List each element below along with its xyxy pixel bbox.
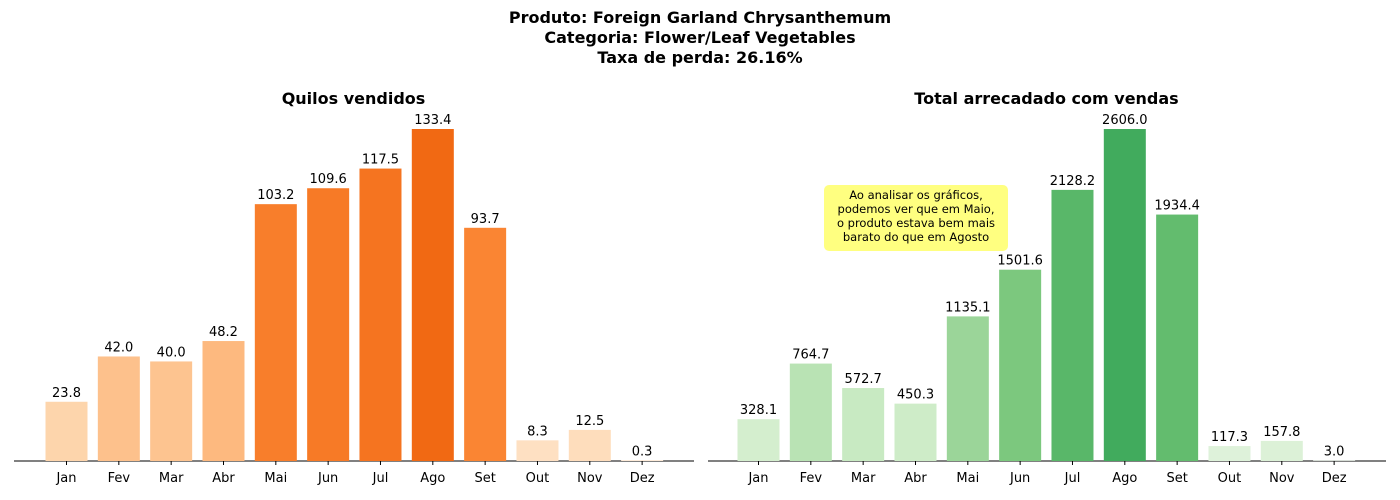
bar: [307, 188, 350, 461]
product-line: Produto: Foreign Garland Chrysanthemum: [508, 8, 892, 27]
x-tick-label: Out: [1218, 471, 1242, 486]
data-label: 133.4: [414, 113, 451, 128]
data-label: 157.8: [1263, 425, 1300, 440]
bar: [894, 403, 937, 461]
x-tick-label: Abr: [904, 471, 927, 486]
loss-rate-line: Taxa de perda: 26.16%: [597, 48, 803, 67]
x-tick-label: Mar: [851, 471, 876, 486]
left-panel-bars: Jan 23.8 Fev 42.0 Mar 40.0 Abr 48.2 Mai 103.2 Jun 1…: [14, 113, 694, 486]
annotation-line: podemos ver que em Maio,: [837, 202, 995, 216]
x-tick-label: Jan: [747, 471, 768, 486]
bar: [621, 460, 664, 461]
data-label: 0.3: [632, 444, 653, 459]
data-label: 93.7: [471, 212, 500, 227]
bar: [842, 388, 885, 461]
x-tick-label: Nov: [1269, 471, 1295, 486]
bar: [1051, 189, 1094, 461]
category-line: Categoria: Flower/Leaf Vegetables: [544, 28, 856, 47]
bar: [359, 168, 402, 461]
data-label: 1934.4: [1154, 199, 1200, 214]
figure-title: Produto: Foreign Garland Chrysanthemum C…: [0, 8, 1400, 68]
annotation-box: Ao analisar os gráficos, podemos ver que…: [824, 185, 1008, 251]
data-label: 12.5: [575, 414, 604, 429]
bar: [737, 419, 780, 461]
data-label: 2606.0: [1102, 113, 1148, 128]
data-label: 103.2: [257, 188, 294, 203]
x-tick-label: Abr: [212, 471, 235, 486]
x-tick-label: Jun: [1009, 471, 1030, 486]
bar: [202, 341, 245, 461]
right-panel-bars: Jan 328.1 Fev 764.7 Mar 572.7 Abr 450.3 Mai 1135.…: [708, 113, 1386, 486]
bar: [1208, 446, 1251, 461]
data-label: 572.7: [845, 372, 882, 387]
x-tick-label: Ago: [420, 471, 445, 486]
data-label: 117.5: [362, 153, 399, 168]
x-tick-label: Jul: [372, 471, 389, 486]
x-tick-label: Set: [474, 471, 495, 486]
bar: [45, 401, 88, 461]
x-tick-label: Fev: [800, 471, 823, 486]
data-label: 23.8: [52, 386, 81, 401]
x-tick-label: Jul: [1064, 471, 1081, 486]
annotation-line: barato do que em Agosto: [842, 230, 990, 244]
bar: [568, 429, 611, 461]
data-label: 117.3: [1211, 430, 1248, 445]
data-label: 8.3: [527, 424, 548, 439]
x-tick-label: Set: [1166, 471, 1187, 486]
data-label: 328.1: [740, 403, 777, 418]
left-panel-title: Quilos vendidos: [282, 89, 426, 108]
annotation-line: Ao analisar os gráficos,: [849, 188, 983, 202]
data-label: 1501.6: [997, 254, 1043, 269]
right-panel-title: Total arrecadado com vendas: [914, 89, 1178, 108]
data-label: 3.0: [1324, 445, 1345, 460]
x-tick-label: Jan: [55, 471, 76, 486]
bar: [411, 129, 454, 461]
annotation-line: o produto estava bem mais: [836, 216, 996, 230]
x-tick-label: Dez: [630, 471, 655, 486]
bar: [1260, 440, 1303, 461]
bar: [999, 269, 1042, 461]
data-label: 40.0: [157, 345, 186, 360]
bar: [1103, 129, 1146, 461]
data-label: 109.6: [310, 172, 347, 187]
bar: [150, 361, 193, 461]
data-label: 1135.1: [945, 300, 991, 315]
bar: [1156, 214, 1199, 461]
bar: [97, 356, 140, 461]
x-tick-label: Mai: [264, 471, 287, 486]
x-tick-label: Mai: [956, 471, 979, 486]
bar: [254, 204, 297, 462]
data-label: 42.0: [104, 340, 133, 355]
x-tick-label: Dez: [1322, 471, 1347, 486]
bar: [464, 227, 507, 461]
data-label: 450.3: [897, 388, 934, 403]
x-tick-label: Jun: [317, 471, 338, 486]
x-tick-label: Fev: [108, 471, 131, 486]
x-tick-label: Nov: [577, 471, 603, 486]
x-tick-label: Out: [526, 471, 550, 486]
data-label: 764.7: [792, 348, 829, 363]
bar: [516, 440, 559, 461]
bar: [789, 363, 832, 461]
bar: [946, 316, 989, 461]
data-label: 48.2: [209, 325, 238, 340]
data-label: 2128.2: [1050, 174, 1096, 189]
x-tick-label: Mar: [159, 471, 184, 486]
x-tick-label: Ago: [1112, 471, 1137, 486]
